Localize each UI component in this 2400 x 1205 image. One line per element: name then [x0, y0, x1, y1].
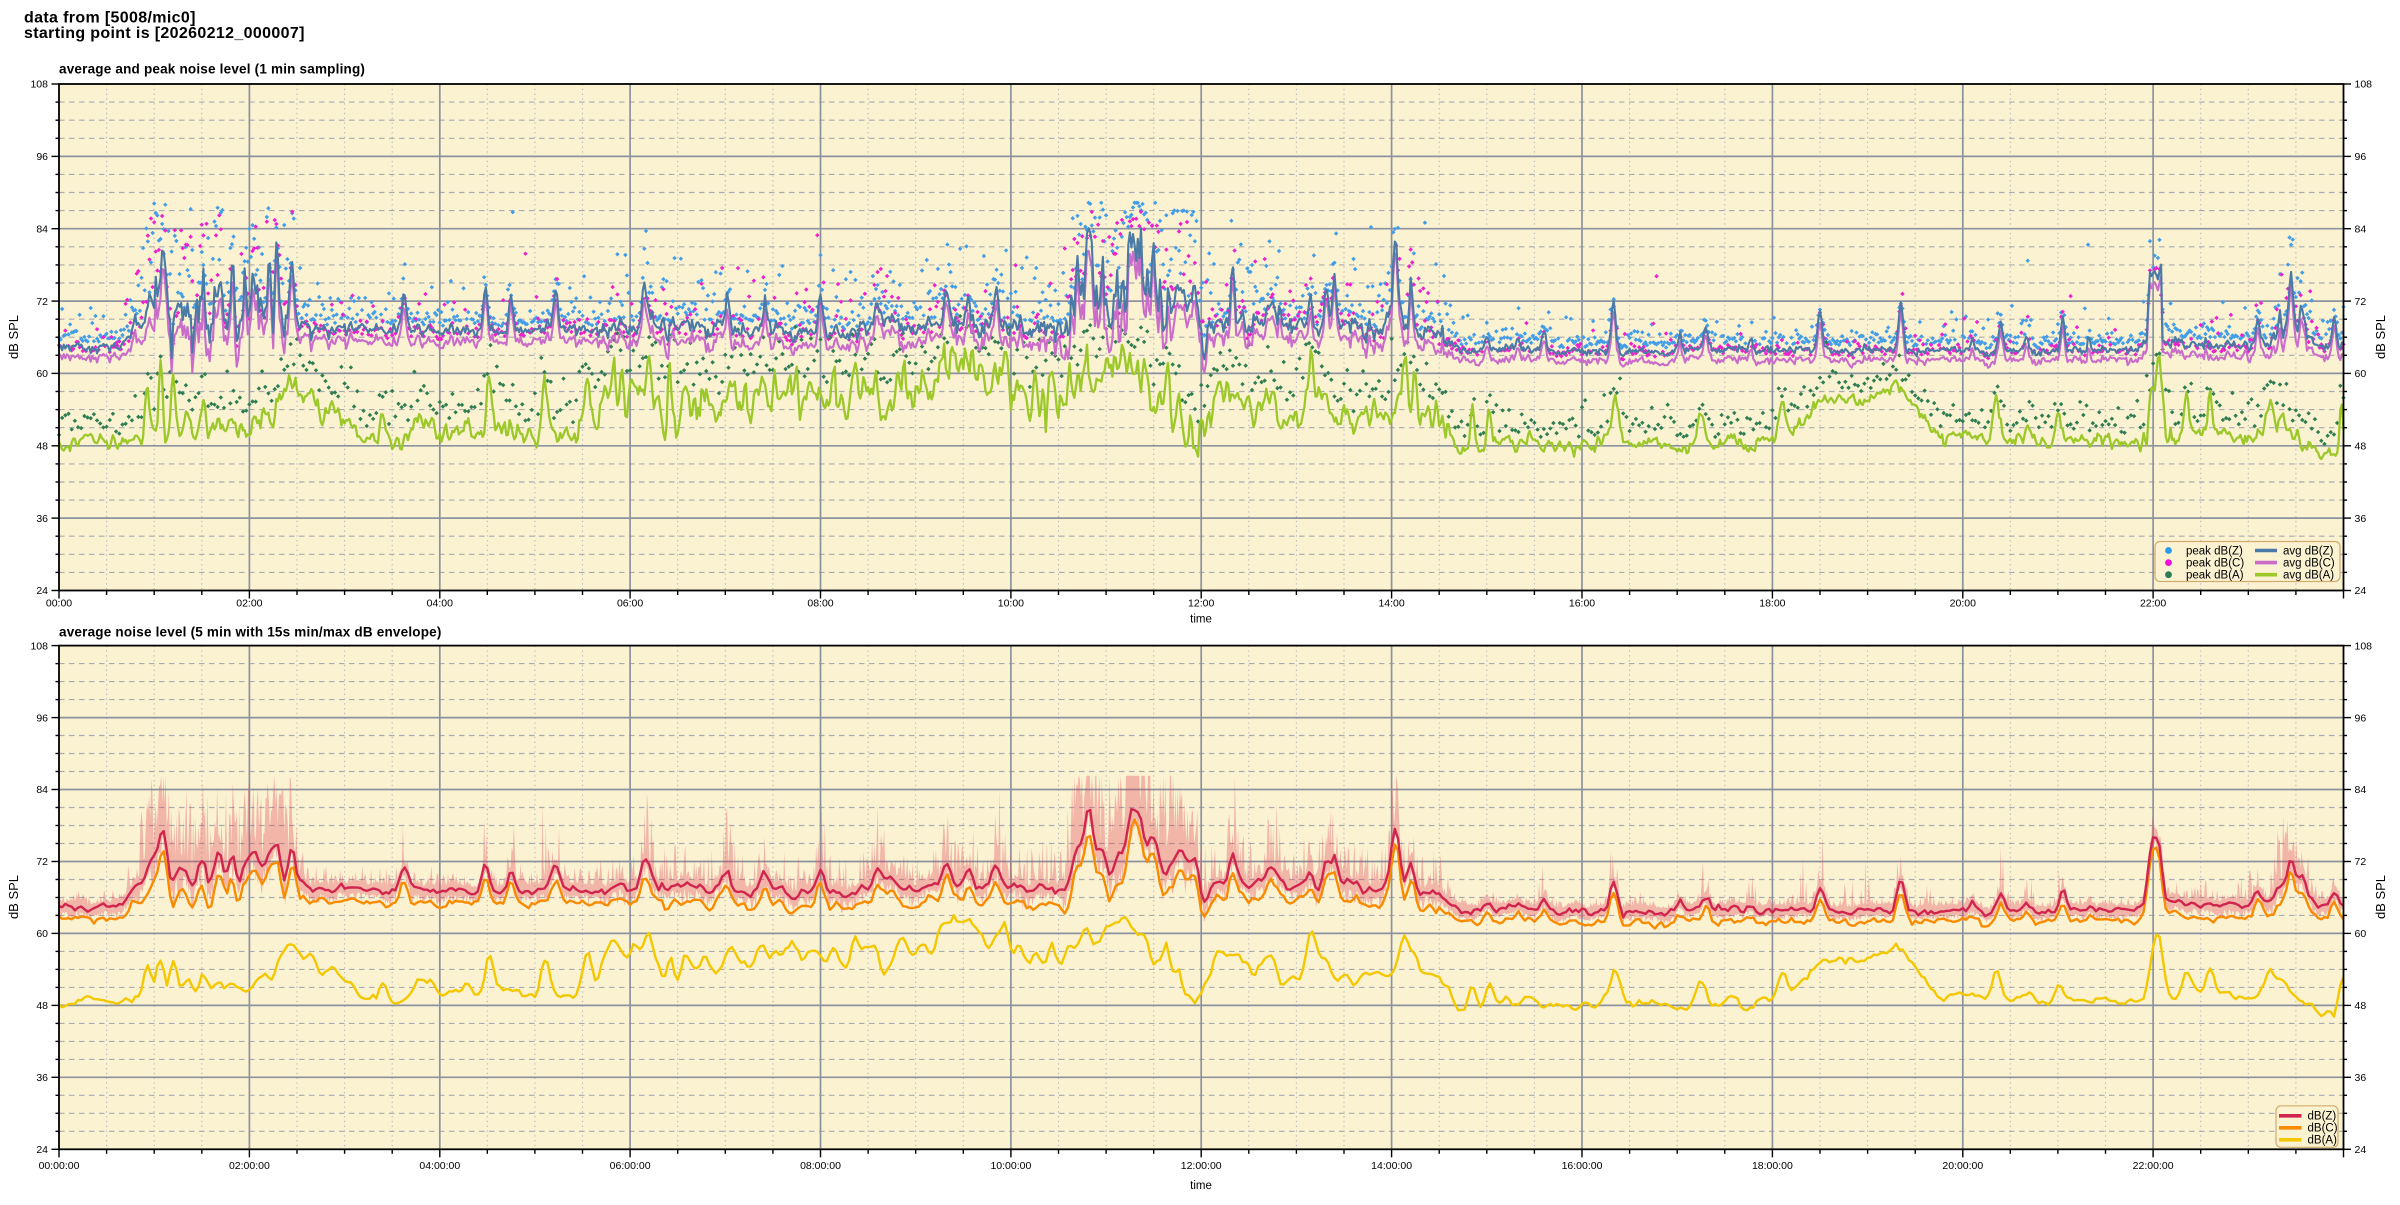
svg-text:48: 48 — [2355, 441, 2367, 453]
svg-text:72: 72 — [36, 296, 48, 308]
svg-text:08:00:00: 08:00:00 — [800, 1160, 841, 1172]
svg-text:dB SPL: dB SPL — [6, 315, 21, 359]
svg-text:24: 24 — [36, 585, 48, 597]
svg-text:20:00:00: 20:00:00 — [1942, 1160, 1983, 1172]
svg-text:avg dB(C): avg dB(C) — [2283, 558, 2335, 570]
svg-text:108: 108 — [30, 640, 48, 652]
svg-text:06:00: 06:00 — [617, 598, 643, 610]
svg-text:peak dB(A): peak dB(A) — [2186, 570, 2244, 582]
svg-text:48: 48 — [2355, 1000, 2367, 1012]
svg-text:average and peak noise level (: average and peak noise level (1 min samp… — [59, 62, 365, 77]
svg-text:48: 48 — [36, 1000, 48, 1012]
svg-text:dB SPL: dB SPL — [2373, 875, 2388, 919]
svg-text:16:00:00: 16:00:00 — [1562, 1160, 1603, 1172]
svg-text:96: 96 — [36, 712, 48, 724]
svg-text:02:00:00: 02:00:00 — [229, 1160, 270, 1172]
svg-text:36: 36 — [36, 513, 48, 525]
svg-text:00:00:00: 00:00:00 — [39, 1160, 80, 1172]
svg-text:24: 24 — [2355, 1144, 2367, 1156]
svg-text:60: 60 — [36, 928, 48, 940]
svg-text:96: 96 — [2355, 712, 2367, 724]
svg-text:108: 108 — [30, 79, 48, 91]
svg-text:36: 36 — [2355, 513, 2367, 525]
svg-text:dB(C): dB(C) — [2308, 1123, 2338, 1135]
svg-text:06:00:00: 06:00:00 — [610, 1160, 651, 1172]
svg-text:108: 108 — [2355, 79, 2373, 91]
svg-text:04:00: 04:00 — [427, 598, 453, 610]
svg-text:84: 84 — [36, 784, 48, 796]
svg-text:04:00:00: 04:00:00 — [419, 1160, 460, 1172]
svg-text:02:00: 02:00 — [236, 598, 262, 610]
svg-text:10:00:00: 10:00:00 — [990, 1160, 1031, 1172]
svg-text:22:00:00: 22:00:00 — [2133, 1160, 2174, 1172]
svg-text:time: time — [1190, 614, 1212, 626]
svg-text:60: 60 — [2355, 928, 2367, 940]
svg-text:72: 72 — [36, 856, 48, 868]
svg-text:24: 24 — [2355, 585, 2367, 597]
svg-text:16:00: 16:00 — [1569, 598, 1595, 610]
svg-text:08:00: 08:00 — [807, 598, 833, 610]
svg-text:24: 24 — [36, 1144, 48, 1156]
svg-text:average noise level (5 min wit: average noise level (5 min with 15s min/… — [59, 625, 442, 640]
svg-text:72: 72 — [2355, 296, 2367, 308]
svg-text:18:00: 18:00 — [1759, 598, 1785, 610]
svg-text:60: 60 — [36, 368, 48, 380]
svg-text:96: 96 — [36, 151, 48, 163]
svg-text:14:00:00: 14:00:00 — [1371, 1160, 1412, 1172]
svg-text:avg dB(A): avg dB(A) — [2283, 570, 2334, 582]
svg-text:22:00: 22:00 — [2140, 598, 2166, 610]
svg-text:peak dB(Z): peak dB(Z) — [2186, 545, 2243, 557]
svg-text:dB(A): dB(A) — [2308, 1135, 2338, 1147]
svg-text:peak dB(C): peak dB(C) — [2186, 558, 2244, 570]
svg-text:108: 108 — [2355, 640, 2373, 652]
svg-text:00:00: 00:00 — [46, 598, 72, 610]
svg-text:84: 84 — [2355, 784, 2367, 796]
svg-text:60: 60 — [2355, 368, 2367, 380]
svg-text:10:00: 10:00 — [998, 598, 1024, 610]
svg-text:avg dB(Z): avg dB(Z) — [2283, 545, 2334, 557]
svg-text:data from [5008/mic0]: data from [5008/mic0] — [24, 10, 196, 27]
svg-text:dB SPL: dB SPL — [2373, 315, 2388, 359]
svg-text:84: 84 — [36, 223, 48, 235]
svg-text:48: 48 — [36, 441, 48, 453]
svg-text:96: 96 — [2355, 151, 2367, 163]
svg-text:starting point is [20260212_00: starting point is [20260212_000007] — [24, 25, 305, 42]
svg-text:dB SPL: dB SPL — [6, 875, 21, 919]
svg-text:12:00:00: 12:00:00 — [1181, 1160, 1222, 1172]
svg-text:time: time — [1190, 1180, 1212, 1192]
svg-text:14:00: 14:00 — [1378, 598, 1404, 610]
svg-text:18:00:00: 18:00:00 — [1752, 1160, 1793, 1172]
svg-text:dB(Z): dB(Z) — [2308, 1111, 2337, 1123]
svg-text:84: 84 — [2355, 223, 2367, 235]
svg-text:36: 36 — [36, 1072, 48, 1084]
svg-text:12:00: 12:00 — [1188, 598, 1214, 610]
svg-text:20:00: 20:00 — [1950, 598, 1976, 610]
svg-text:36: 36 — [2355, 1072, 2367, 1084]
svg-text:72: 72 — [2355, 856, 2367, 868]
